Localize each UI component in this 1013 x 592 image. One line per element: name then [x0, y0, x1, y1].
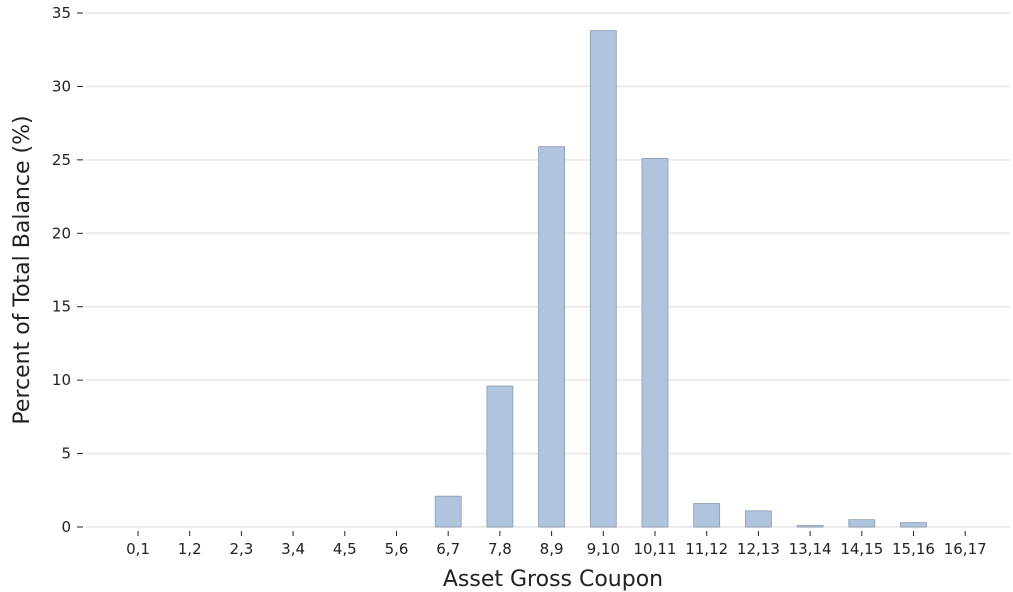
x-tick-label-15-16: 15,16 — [892, 540, 935, 558]
bar-10-11 — [641, 157, 669, 528]
x-tick-label-1-2: 1,2 — [178, 540, 202, 558]
bar-12-13 — [745, 510, 772, 528]
bar-15-16 — [900, 522, 927, 528]
bar-8-9 — [538, 146, 565, 528]
y-tick-label-15: 15 — [52, 298, 71, 316]
x-tick-label-16-17: 16,17 — [944, 540, 987, 558]
y-tick-label-35: 35 — [52, 4, 71, 22]
x-tick-label-7-8: 7,8 — [488, 540, 512, 558]
bar-14-15 — [848, 519, 876, 528]
y-tick-label-25: 25 — [52, 151, 71, 169]
bar-6-7 — [434, 495, 462, 528]
x-tick-label-12-13: 12,13 — [737, 540, 780, 558]
y-tick-label-10: 10 — [52, 371, 71, 389]
bars — [434, 30, 927, 528]
x-tick-label-0-1: 0,1 — [126, 540, 150, 558]
x-tick-label-4-5: 4,5 — [333, 540, 357, 558]
x-tick-label-2-3: 2,3 — [229, 540, 253, 558]
bar-11-12 — [693, 503, 721, 528]
x-axis-label: Asset Gross Coupon — [443, 567, 663, 592]
x-tick-label-10-11: 10,11 — [634, 540, 677, 558]
bar-7-8 — [486, 385, 514, 528]
x-tick-label-14-15: 14,15 — [840, 540, 883, 558]
x-tick-label-3-4: 3,4 — [281, 540, 305, 558]
y-axis-ticks: 0 5 10 15 20 25 30 35 — [52, 4, 83, 536]
x-tick-label-6-7: 6,7 — [436, 540, 460, 558]
y-axis-label: Percent of Total Balance (%) — [10, 115, 35, 424]
x-tick-label-8-9: 8,9 — [540, 540, 564, 558]
y-tick-label-5: 5 — [61, 445, 71, 463]
y-tick-label-0: 0 — [61, 518, 71, 536]
x-tick-label-11-12: 11,12 — [685, 540, 728, 558]
y-tick-label-30: 30 — [52, 77, 71, 95]
y-tick-label-20: 20 — [52, 224, 71, 242]
x-axis-ticks: 0,1 1,2 2,3 3,4 4,5 5,6 6,7 7,8 8,9 9,10 10,11 11,1… — [126, 531, 987, 558]
bar-9-10 — [589, 30, 617, 528]
x-tick-label-9-10: 9,10 — [587, 540, 620, 558]
x-tick-label-5-6: 5,6 — [385, 540, 409, 558]
bar-13-14 — [796, 525, 824, 528]
x-tick-label-13-14: 13,14 — [789, 540, 832, 558]
